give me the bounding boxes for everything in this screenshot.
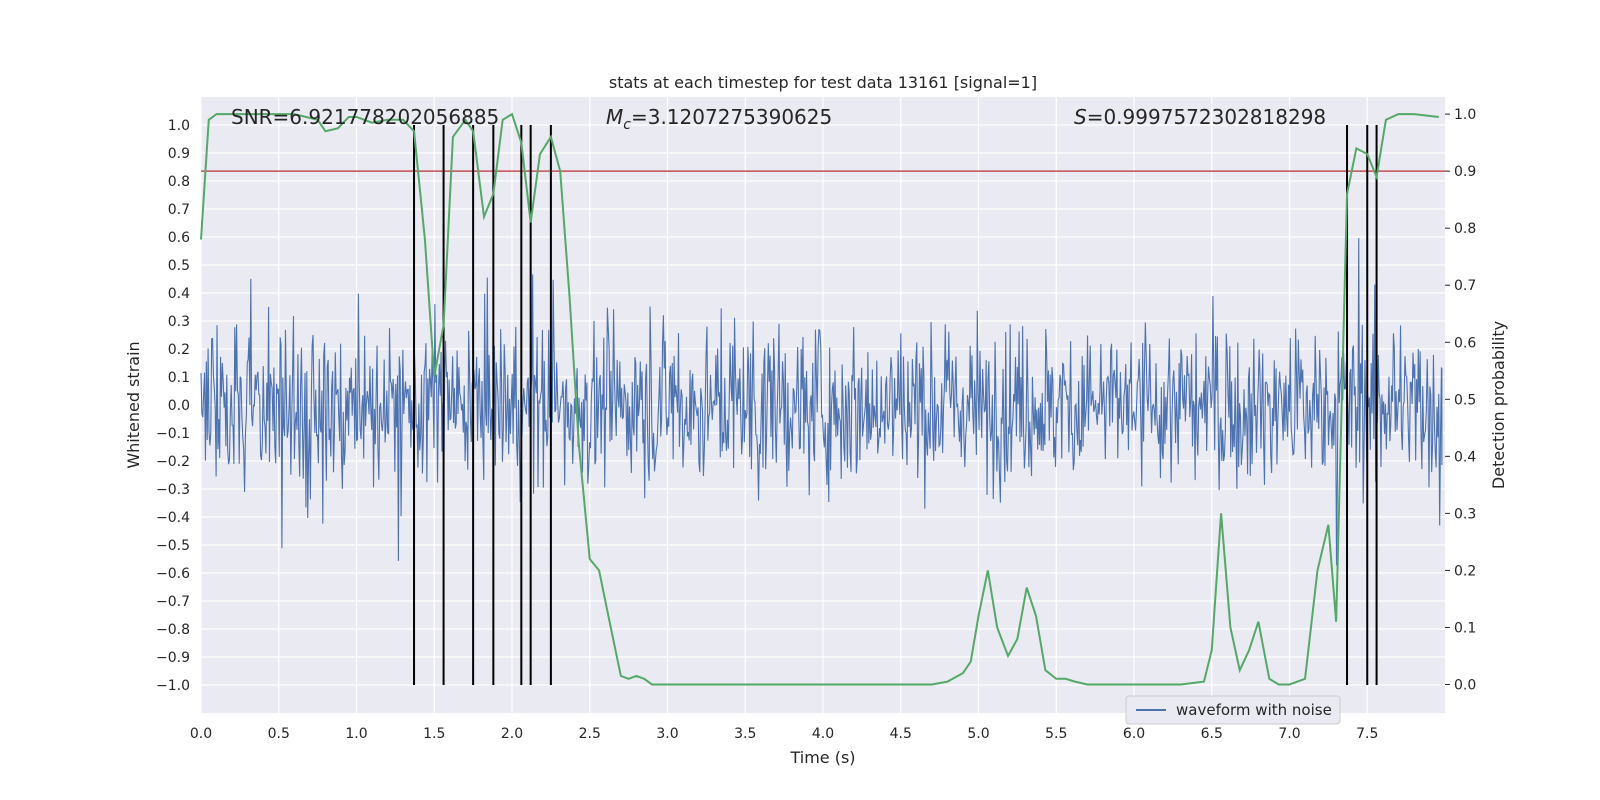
x-tick-label: 3.5 [734, 726, 756, 742]
right-y-tick-label: 0.0 [1454, 677, 1476, 693]
chirp-mass-value: =3.1207275390625 [631, 105, 832, 129]
chirp-mass-subscript: c [623, 117, 631, 133]
left-y-tick-label: 0.5 [168, 258, 190, 274]
x-tick-label: 5.0 [967, 726, 989, 742]
waveform-line [200, 238, 1443, 566]
x-tick-label: 2.5 [579, 726, 601, 742]
left-y-tick-label: −0.2 [156, 454, 190, 470]
x-tick-label: 2.0 [501, 726, 523, 742]
probability-line [200, 112, 1439, 686]
right-y-axis-ticks: 0.0 0.1 0.2 0.3 0.4 0.5 0.6 0.7 0.8 0.9 1.0 [1445, 107, 1476, 693]
waveform-series [200, 238, 1443, 566]
left-y-tick-label: −0.3 [156, 482, 190, 498]
left-y-tick-label: 0.2 [168, 342, 190, 358]
left-y-tick-label: 0.3 [168, 314, 190, 330]
left-y-axis-label: Whitened strain [124, 341, 143, 468]
left-y-tick-label: −0.4 [156, 510, 190, 526]
left-y-tick-label: 0.7 [168, 202, 190, 218]
left-y-tick-label: 0.6 [168, 230, 190, 246]
left-y-tick-label: 0.0 [168, 398, 190, 414]
grid-lines [200, 97, 1445, 713]
left-y-tick-label: −0.5 [156, 538, 190, 554]
right-y-tick-label: 0.8 [1454, 221, 1476, 237]
left-y-tick-label: 0.1 [168, 370, 190, 386]
x-axis-label: Time (s) [789, 748, 855, 767]
legend-label: waveform with noise [1176, 701, 1332, 719]
x-tick-label: 5.5 [1045, 726, 1067, 742]
x-axis-ticks: 0.0 0.5 1.0 1.5 2.0 2.5 3.0 3.5 4.0 4.5 5.0 5.5 6.0 6… [190, 726, 1379, 742]
x-tick-label: 6.5 [1201, 726, 1223, 742]
vertical-markers [413, 125, 1378, 685]
x-tick-label: 7.5 [1356, 726, 1378, 742]
x-tick-label: 4.0 [812, 726, 834, 742]
right-y-tick-label: 0.4 [1454, 449, 1476, 465]
right-y-tick-label: 0.2 [1454, 563, 1476, 579]
chart-title: stats at each timestep for test data 131… [609, 73, 1037, 92]
right-y-tick-label: 0.6 [1454, 335, 1476, 351]
left-y-tick-label: −1.0 [156, 678, 190, 694]
left-y-tick-label: 0.4 [168, 286, 190, 302]
x-tick-label: 6.0 [1123, 726, 1145, 742]
x-tick-label: 3.0 [656, 726, 678, 742]
probability-series [200, 112, 1439, 686]
x-tick-label: 1.0 [345, 726, 367, 742]
right-y-tick-label: 0.9 [1454, 164, 1476, 180]
x-tick-label: 1.5 [423, 726, 445, 742]
right-y-axis-label: Detection probability [1489, 321, 1508, 489]
right-y-tick-label: 0.3 [1454, 506, 1476, 522]
spin-symbol: S [1074, 105, 1087, 129]
snr-annotation: SNR=6.921778202056885 [231, 105, 499, 129]
right-y-tick-label: 0.5 [1454, 392, 1476, 408]
spin-value: =0.9997572302818298 [1087, 105, 1326, 129]
right-y-tick-label: 1.0 [1454, 107, 1476, 123]
legend-box [1125, 695, 1341, 725]
left-y-tick-label: 1.0 [168, 118, 190, 134]
spin-annotation: S=0.9997572302818298 [1074, 105, 1326, 129]
x-tick-label: 0.5 [268, 726, 290, 742]
legend: waveform with noise [1125, 695, 1341, 725]
chirp-mass-symbol: M [606, 105, 623, 129]
right-y-tick-label: 0.7 [1454, 278, 1476, 294]
left-y-tick-label: −0.6 [156, 566, 190, 582]
x-tick-label: 4.5 [890, 726, 912, 742]
left-y-tick-label: −0.9 [156, 650, 190, 666]
x-tick-label: 7.0 [1278, 726, 1300, 742]
left-y-tick-label: −0.1 [156, 426, 190, 442]
right-y-tick-label: 0.1 [1454, 620, 1476, 636]
left-y-tick-label: −0.8 [156, 622, 190, 638]
left-y-tick-label: −0.7 [156, 594, 190, 610]
left-y-tick-label: 0.9 [168, 146, 190, 162]
chirp-mass-annotation: Mc=3.1207275390625 [606, 105, 832, 133]
left-y-axis-ticks: −1.0 −0.9 −0.8 −0.7 −0.6 −0.5 −0.4 −0.3 −0.2 −0.1… [156, 118, 190, 694]
x-tick-label: 0.0 [190, 726, 212, 742]
left-y-tick-label: 0.8 [168, 174, 190, 190]
